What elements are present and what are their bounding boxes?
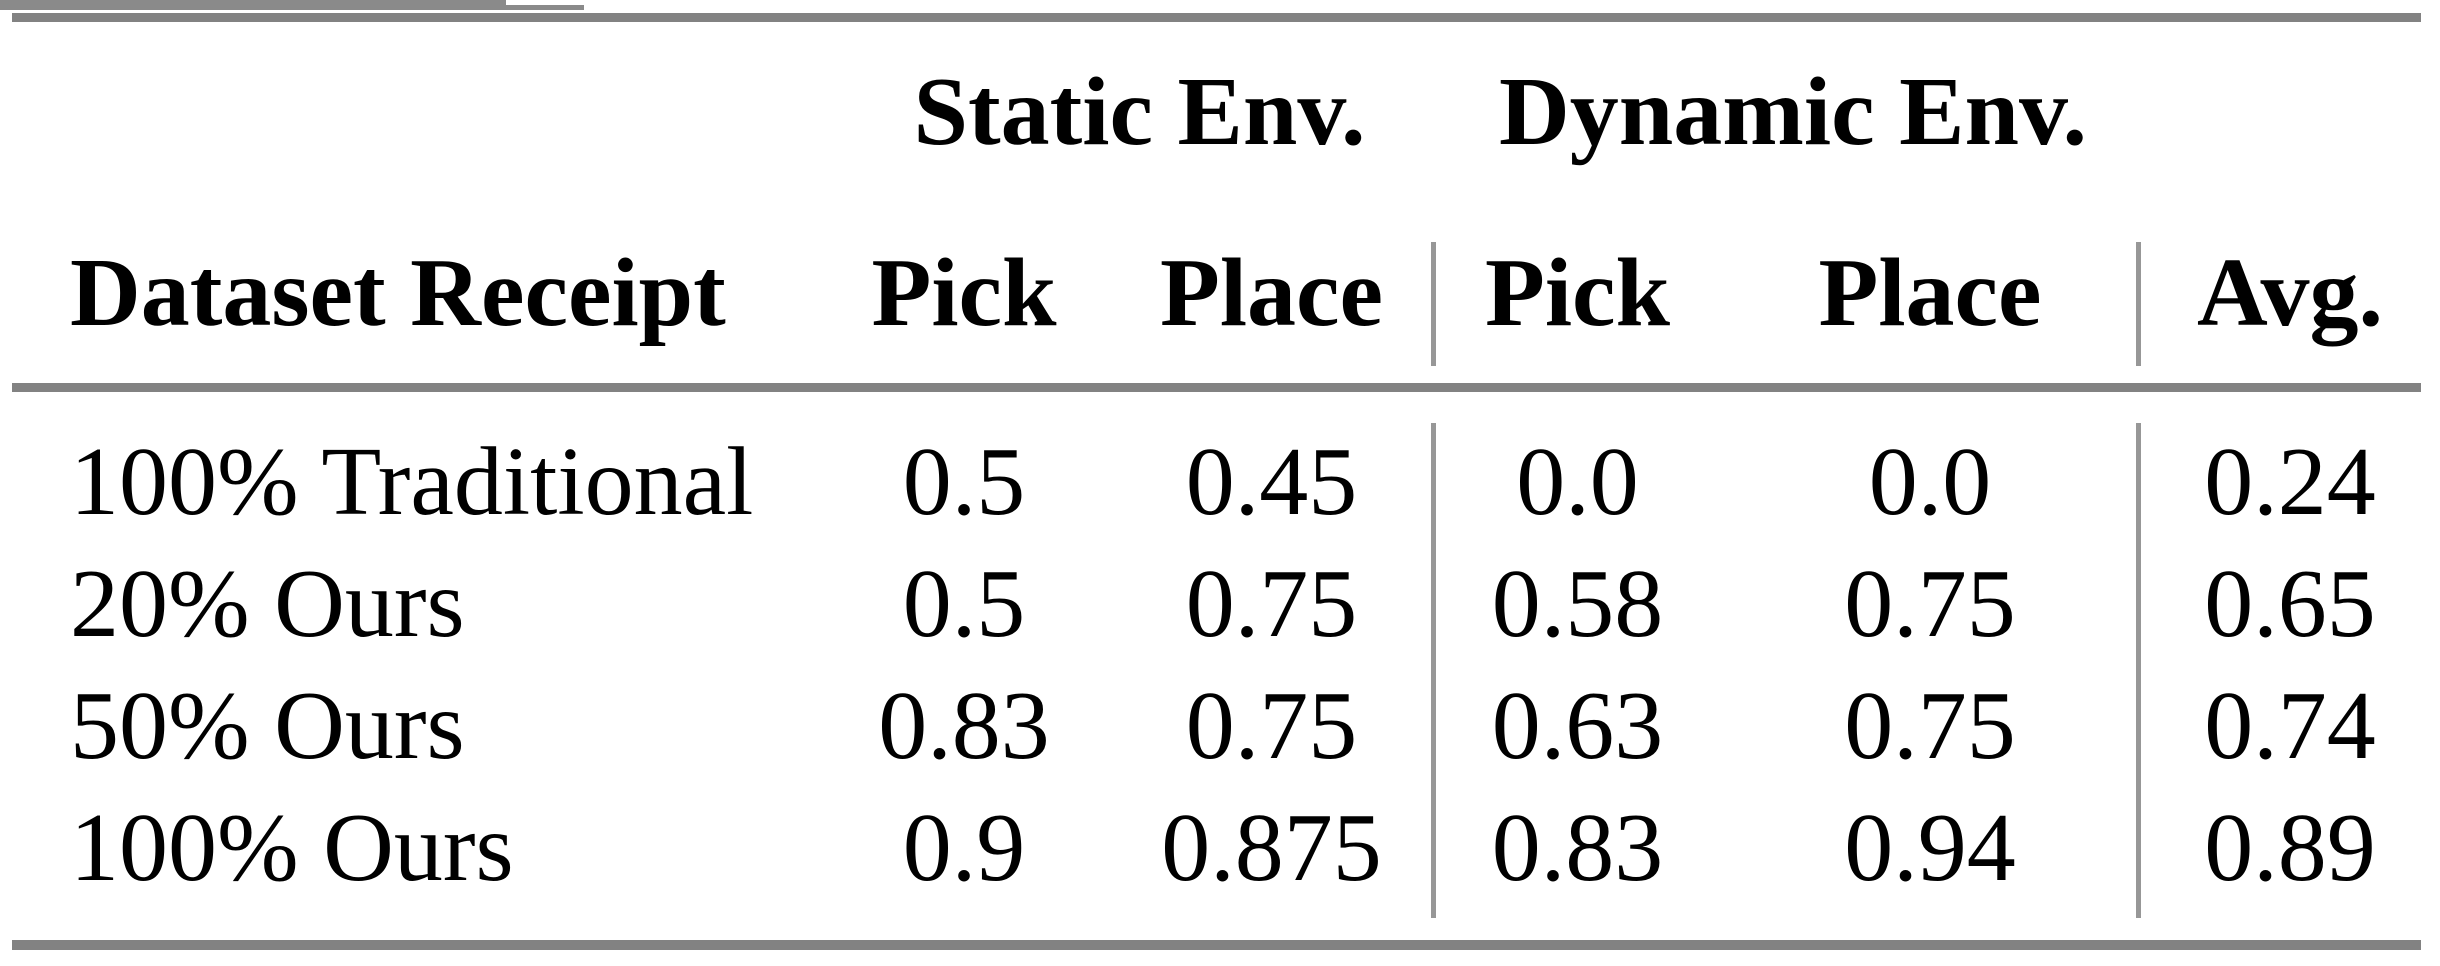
column-header-dataset-receipt: Dataset Receipt [70, 238, 726, 347]
cell-avg: 0.89 [2204, 794, 2376, 902]
cell-static-pick: 0.5 [902, 550, 1026, 658]
group-header-spacer-right [2140, 22, 2440, 202]
cell-avg: 0.65 [2204, 550, 2376, 658]
dynamic-env-underline-rule [0, 5, 584, 10]
group-header-spacer [0, 22, 820, 202]
group-header-dynamic-env: Dynamic Env. [1498, 58, 2088, 166]
row-label: 100% Traditional [70, 428, 754, 536]
static-env-underline-rule [0, 0, 506, 5]
cell-dynamic-place: 0.0 [1868, 428, 1992, 536]
cell-static-place: 0.875 [1161, 794, 1382, 902]
column-header-static-pick: Pick [871, 238, 1057, 347]
column-header-dynamic-place: Place [1818, 238, 2042, 347]
cell-dynamic-pick: 0.58 [1491, 550, 1664, 658]
group-header-static-env: Static Env. [913, 58, 1366, 166]
column-group-header-row: Static Env. Dynamic Env. [0, 22, 2440, 202]
body-vertical-separator-static-dynamic [1431, 423, 1436, 918]
cell-avg: 0.24 [2204, 428, 2376, 536]
header-vertical-separator-static-dynamic [1431, 242, 1436, 366]
cell-dynamic-pick: 0.83 [1491, 794, 1664, 902]
column-header-row: Dataset Receipt Pick Place Pick Place Av… [0, 202, 2440, 383]
body-vertical-separator-dynamic-avg [2136, 423, 2141, 918]
header-vertical-separator-dynamic-avg [2136, 242, 2141, 366]
cell-dynamic-place: 0.75 [1844, 672, 2016, 780]
cell-dynamic-pick: 0.63 [1491, 672, 1664, 780]
row-label: 20% Ours [70, 550, 465, 658]
cell-dynamic-place: 0.94 [1844, 794, 2016, 902]
cell-dynamic-place: 0.75 [1844, 550, 2016, 658]
row-label: 50% Ours [70, 672, 465, 780]
table-body: 100% Traditional 0.5 0.45 0.0 0.0 0.24 2… [0, 390, 2440, 909]
cell-static-pick: 0.83 [878, 672, 1050, 780]
cell-dynamic-pick: 0.0 [1516, 428, 1639, 536]
cell-static-pick: 0.9 [902, 794, 1026, 902]
table-header-rule [12, 383, 2421, 392]
column-header-dynamic-pick: Pick [1484, 238, 1671, 347]
table-top-rule [12, 13, 2421, 22]
cell-avg: 0.74 [2204, 672, 2376, 780]
cell-static-place: 0.75 [1185, 672, 1358, 780]
cell-static-pick: 0.5 [902, 428, 1026, 536]
cell-static-place: 0.75 [1185, 550, 1358, 658]
column-header-static-place: Place [1159, 238, 1384, 347]
row-label: 100% Ours [70, 794, 514, 902]
cell-static-place: 0.45 [1185, 428, 1358, 536]
column-header-avg: Avg. [2197, 238, 2383, 347]
table-bottom-rule [12, 940, 2421, 950]
